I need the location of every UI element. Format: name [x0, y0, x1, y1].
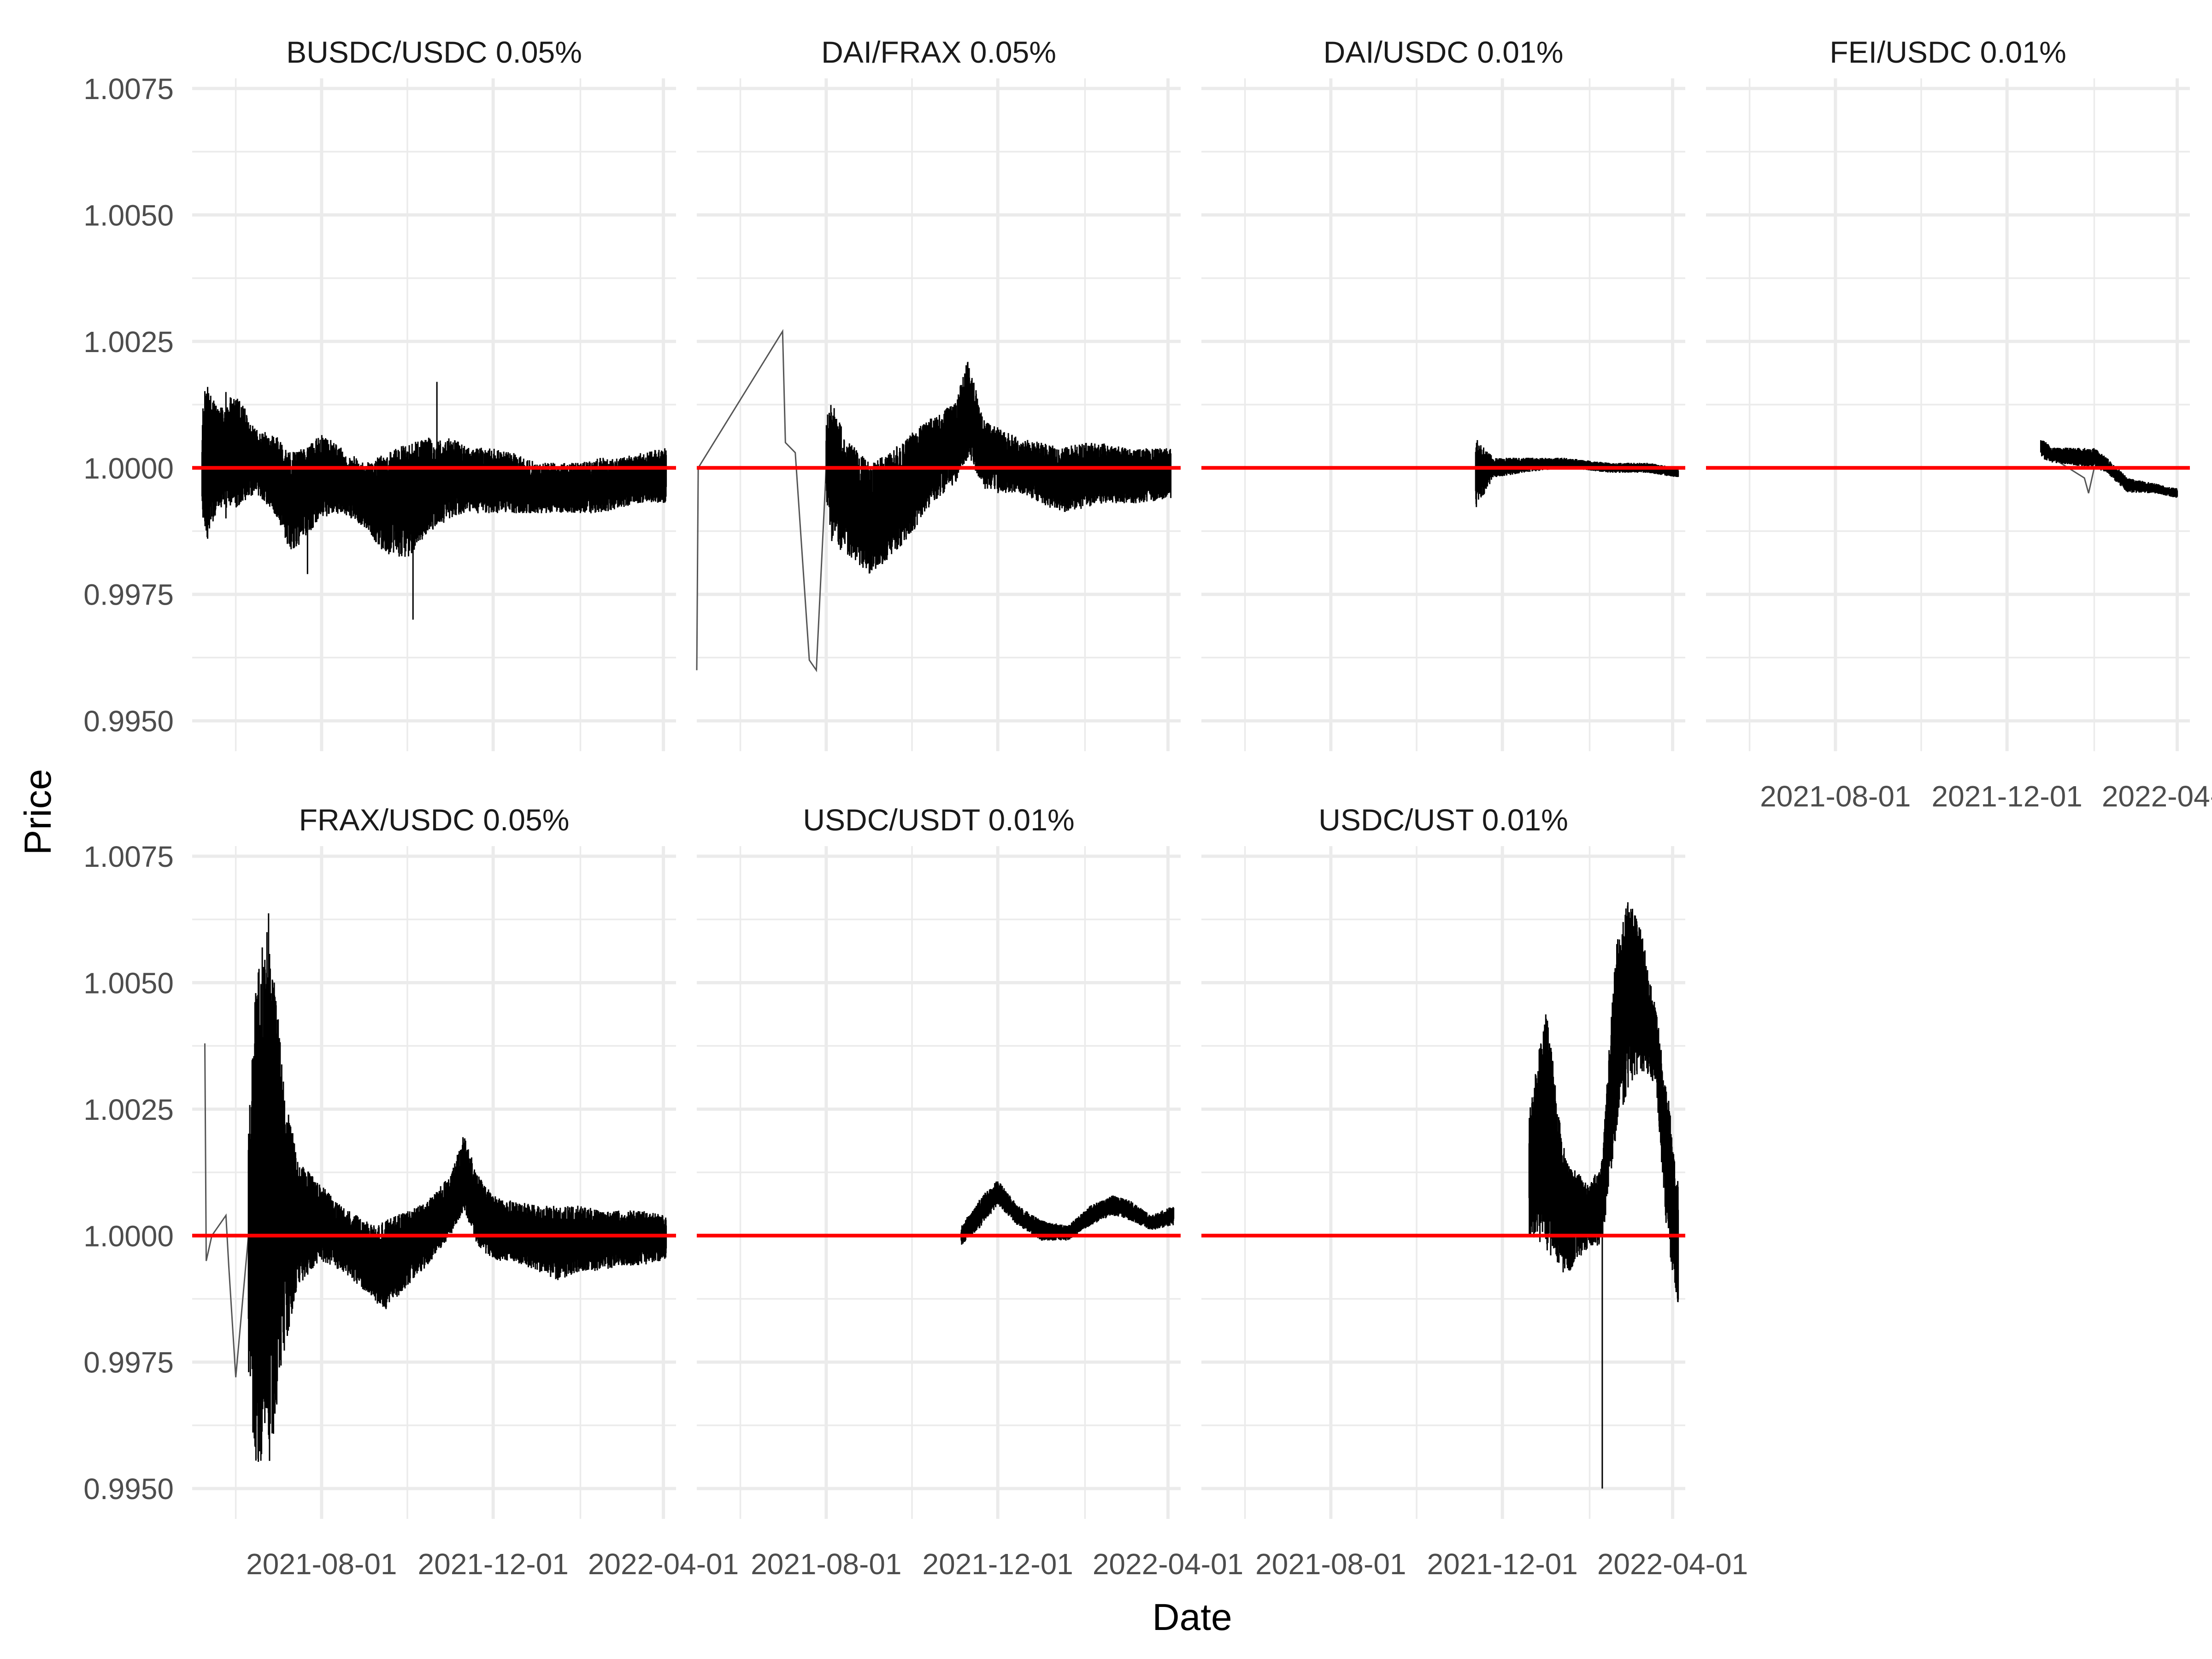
- facet-title: USDC/UST 0.01%: [1318, 803, 1568, 837]
- x-tick-label: 2022-04-01: [2102, 780, 2212, 813]
- series-price: [201, 382, 667, 620]
- x-tick-label: 2021-12-01: [923, 1547, 1073, 1581]
- facet-title: DAI/USDC 0.01%: [1324, 35, 1564, 69]
- y-tick-label: 1.0000: [83, 452, 174, 485]
- facet-panel: BUSDC/USDC 0.05% 0.9950 0.9975 1.0000 1.0025…: [83, 35, 676, 751]
- y-tick-label: 1.0050: [83, 966, 174, 1000]
- series-line: [825, 362, 1172, 574]
- facet-panel: FRAX/USDC 0.05% 0.9950 0.9975 1.0000 1.0025 1…: [83, 803, 739, 1581]
- facet-panel: DAI/FRAX 0.05%: [696, 35, 1181, 751]
- y-tick-label: 1.0025: [83, 1093, 174, 1126]
- facet-title: FRAX/USDC 0.05%: [299, 803, 570, 837]
- facet-panel: USDC/UST 0.01% 2021-08-01 2021-12-01 2022-0…: [1201, 803, 1748, 1581]
- facet-title: DAI/FRAX 0.05%: [821, 35, 1056, 69]
- x-tick-label: 2021-12-01: [1932, 780, 2083, 813]
- facet-panel: DAI/USDC 0.01%: [1201, 35, 1685, 751]
- x-tick-label: 2021-12-01: [418, 1547, 569, 1581]
- y-tick-label: 1.0050: [83, 199, 174, 232]
- series-line-sparse: [696, 329, 827, 672]
- y-tick-label: 1.0000: [83, 1219, 174, 1253]
- facet-panel: FEI/USDC 0.01% 2021-08-01 2021-12-01 2022-0…: [1706, 35, 2212, 813]
- facet-title: FEI/USDC 0.01%: [1830, 35, 2066, 69]
- x-tick-label: 2021-08-01: [246, 1547, 397, 1581]
- facet-title: BUSDC/USDC 0.05%: [286, 35, 582, 69]
- x-tick-label: 2022-04-01: [1093, 1547, 1243, 1581]
- y-tick-label: 0.9950: [83, 1472, 174, 1506]
- y-axis-title: Price: [17, 769, 59, 855]
- series-line: [1475, 440, 1679, 507]
- series-price: [1528, 902, 1679, 1489]
- facet-title: USDC/USDT 0.01%: [803, 803, 1074, 837]
- x-tick-label: 2021-08-01: [751, 1547, 901, 1581]
- x-tick-label: 2021-08-01: [1255, 1547, 1406, 1581]
- y-tick-label: 1.0025: [83, 325, 174, 359]
- y-tick-label: 1.0075: [83, 72, 174, 106]
- y-tick-label: 0.9975: [83, 578, 174, 612]
- y-tick-label: 0.9975: [83, 1346, 174, 1379]
- y-tick-label: 1.0075: [83, 840, 174, 873]
- series-line: [2040, 440, 2178, 498]
- series-price: [696, 329, 1172, 672]
- facet-panel: USDC/USDT 0.01% 2021-08-01 2021-12-01 2022-…: [697, 803, 1243, 1581]
- x-tick-label: 2022-04-01: [1597, 1547, 1748, 1581]
- series-line-sparse: [204, 1043, 249, 1377]
- series-line: [1528, 902, 1679, 1302]
- x-tick-label: 2021-12-01: [1427, 1547, 1578, 1581]
- x-tick-label: 2021-08-01: [1760, 780, 1911, 813]
- y-tick-label: 0.9950: [83, 705, 174, 738]
- series-price: [204, 913, 667, 1462]
- x-tick-label: 2022-04-01: [588, 1547, 739, 1581]
- series-line: [201, 391, 667, 557]
- x-axis-title: Date: [1152, 1596, 1232, 1638]
- series-price: [1475, 440, 1679, 507]
- series-line: [247, 913, 667, 1462]
